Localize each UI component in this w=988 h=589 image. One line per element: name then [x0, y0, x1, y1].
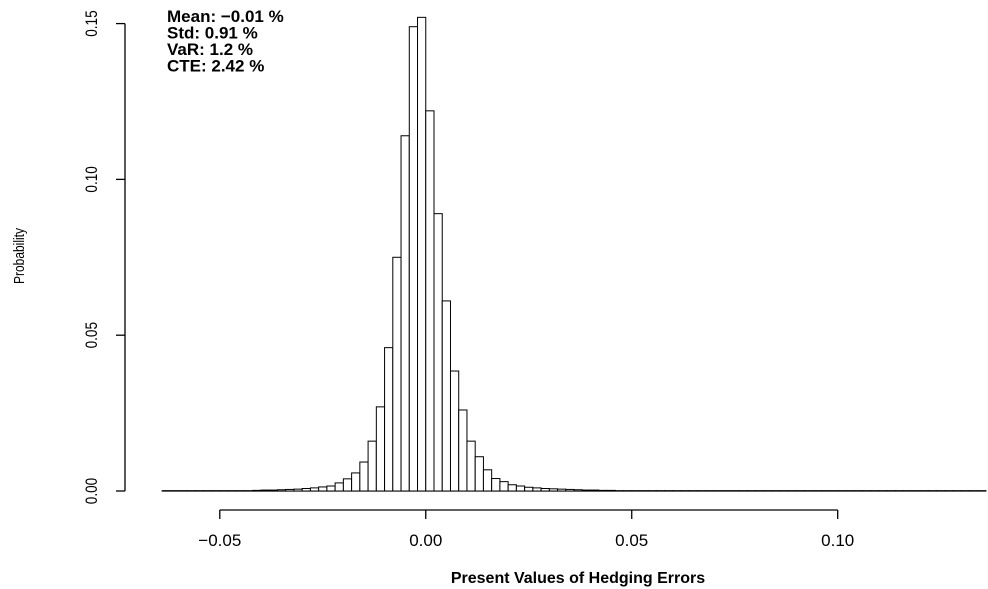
y-tick-label: 0.00	[83, 478, 102, 504]
bar	[400, 135, 410, 492]
bar	[276, 489, 287, 492]
bar	[441, 300, 451, 492]
bar	[548, 488, 559, 492]
y-tick-label: 0.15	[83, 10, 102, 36]
bar	[540, 488, 550, 492]
bar	[417, 16, 427, 492]
bar	[482, 469, 493, 492]
bar	[458, 409, 468, 492]
bar	[260, 489, 270, 492]
y-tick-label: 0.05	[83, 322, 102, 348]
bar	[532, 487, 542, 492]
x-tick-label: 0.00	[409, 531, 442, 550]
bar	[565, 488, 575, 492]
bar	[318, 486, 328, 492]
bar	[515, 485, 526, 492]
bar	[367, 440, 377, 492]
x-tick-label: −0.05	[198, 531, 241, 550]
bar	[573, 489, 583, 492]
annotation: VaR: 1.2 %	[167, 40, 253, 59]
bar	[581, 489, 592, 492]
bar	[342, 478, 353, 492]
bar	[491, 478, 501, 492]
bar	[598, 489, 608, 492]
bar	[375, 406, 386, 492]
x-axis-label: Present Values of Hedging Errors	[451, 570, 705, 587]
bar	[499, 481, 509, 492]
y-axis-label: Probability	[11, 228, 28, 284]
bar	[309, 487, 320, 492]
bar	[359, 461, 369, 492]
bar	[268, 489, 278, 492]
bar	[590, 489, 600, 492]
bar	[293, 488, 303, 492]
bar	[466, 440, 476, 492]
annotation: Std: 0.91 %	[167, 24, 258, 43]
bar	[326, 485, 336, 492]
bar	[408, 26, 419, 492]
bar	[474, 456, 484, 492]
bar	[557, 488, 567, 492]
bar	[351, 472, 361, 492]
bar	[392, 256, 402, 492]
bar	[425, 110, 435, 492]
bar	[606, 489, 616, 492]
bar	[285, 488, 295, 492]
y-tick-label: 0.10	[83, 166, 102, 192]
bar	[252, 489, 262, 492]
annotation: Mean: −0.01 %	[167, 7, 284, 26]
bar	[449, 370, 460, 492]
bar	[524, 486, 534, 492]
bar	[433, 213, 443, 492]
x-tick-label: 0.05	[615, 531, 648, 550]
bar	[301, 488, 311, 492]
annotation: CTE: 2.42 %	[167, 57, 264, 76]
bar	[384, 347, 394, 492]
bar	[334, 482, 344, 492]
x-tick-label: 0.10	[821, 531, 854, 550]
bar	[507, 484, 517, 492]
